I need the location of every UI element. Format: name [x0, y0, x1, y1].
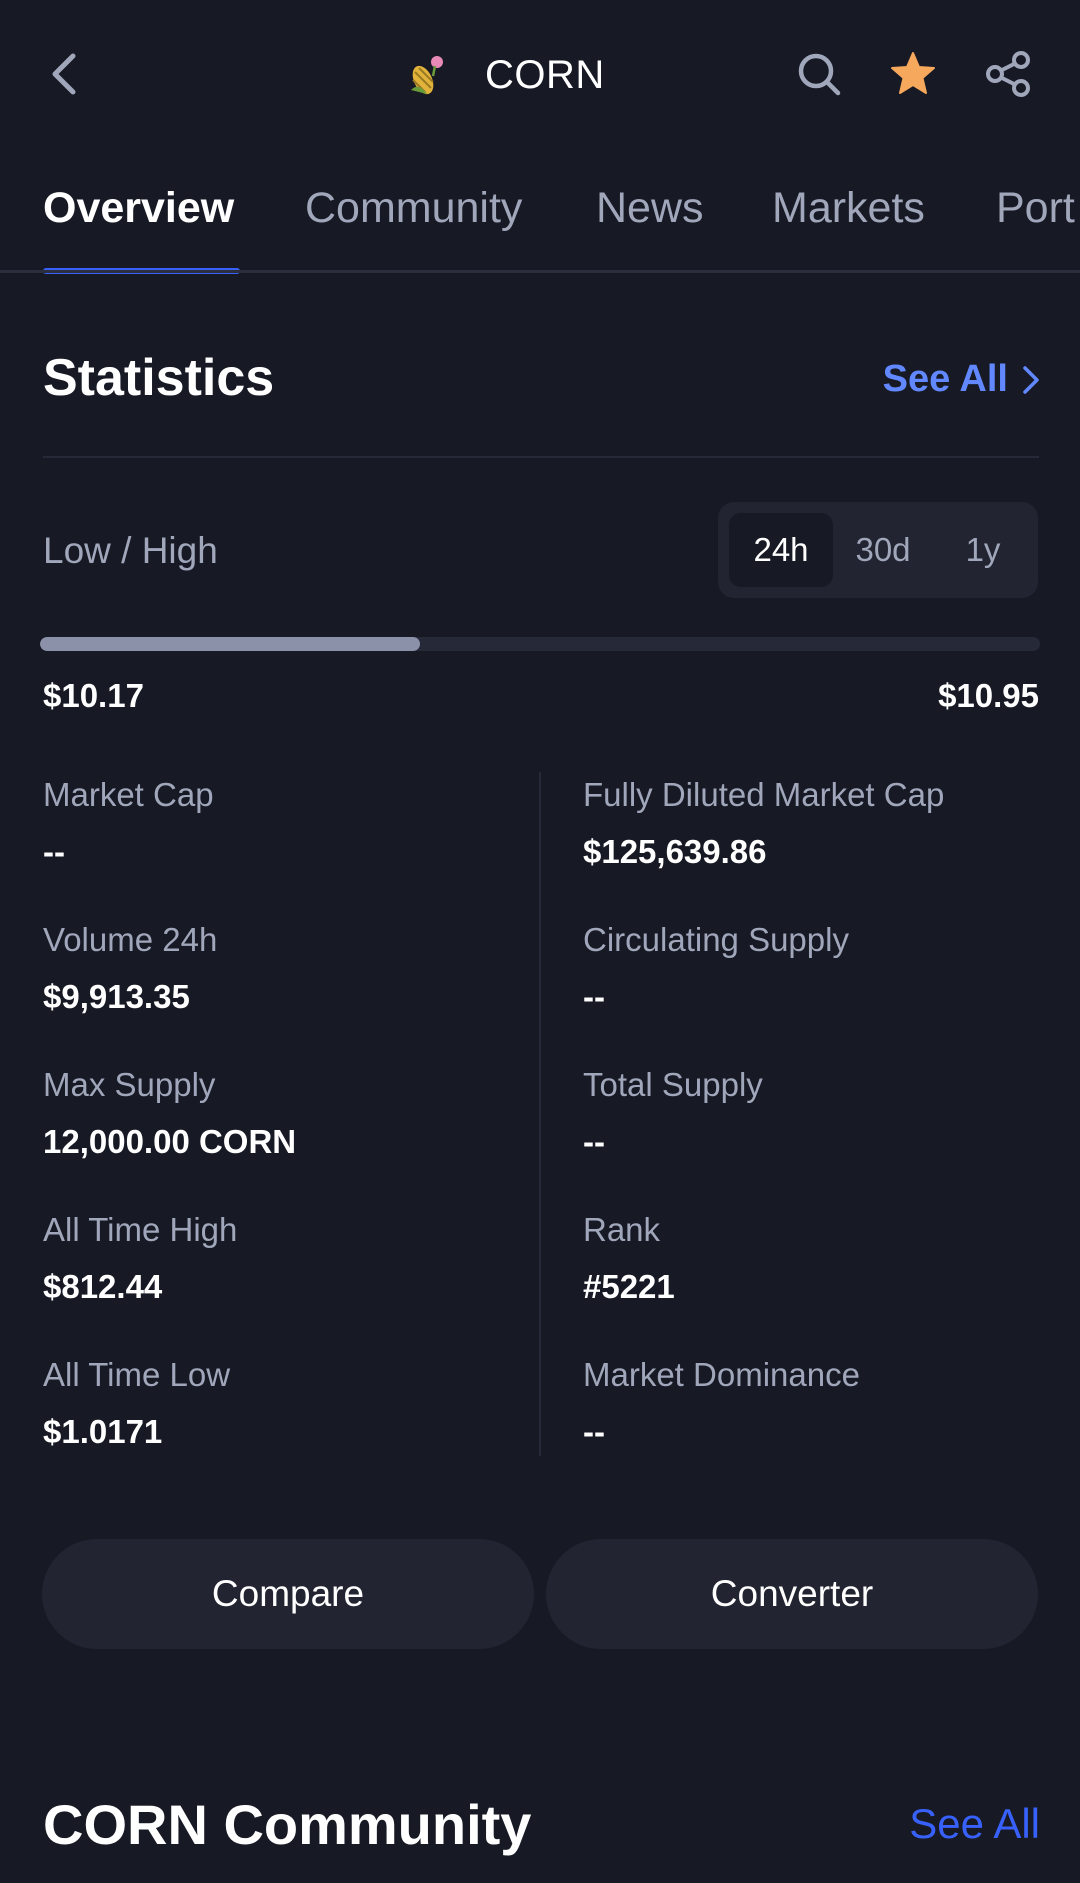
stat-value: $125,639.86 — [583, 833, 767, 870]
share-icon — [986, 51, 1030, 97]
share-button[interactable] — [985, 50, 1033, 98]
stat-total-supply: Total Supply -- — [583, 1065, 1080, 1162]
stat-value: #5221 — [583, 1268, 675, 1305]
corn-logo-icon — [411, 56, 443, 95]
stat-label: All Time Low — [43, 1356, 231, 1393]
stat-all-time-high: All Time High $812.44 — [43, 1210, 543, 1307]
see-all-label: See All — [882, 358, 1008, 400]
low-high-label: Low / High — [43, 530, 218, 571]
column-divider — [539, 772, 541, 1456]
stat-value: $9,913.35 — [43, 978, 190, 1015]
tab-news[interactable]: News — [596, 184, 704, 232]
statistics-heading: Statistics — [43, 349, 275, 407]
stat-market-dominance: Market Dominance -- — [583, 1355, 1080, 1452]
stat-value: 12,000.00 CORN — [43, 1123, 297, 1160]
search-button[interactable] — [795, 50, 843, 98]
community-see-all-link[interactable]: See All — [909, 1800, 1040, 1847]
converter-button[interactable]: Converter — [546, 1539, 1038, 1649]
stat-value: -- — [43, 833, 65, 870]
low-high-progress-fill — [40, 637, 420, 651]
coin-title: CORN — [405, 45, 605, 105]
range-30d-button[interactable]: 30d — [855, 531, 911, 568]
stat-fully-diluted-market-cap: Fully Diluted Market Cap $125,639.86 — [583, 775, 1080, 872]
stat-value: -- — [583, 978, 605, 1015]
stat-all-time-low: All Time Low $1.0171 — [43, 1355, 543, 1452]
statistics-see-all-link[interactable]: See All — [883, 358, 1040, 401]
stat-rank: Rank #5221 — [583, 1210, 1080, 1307]
range-high-value: $10.95 — [938, 677, 1039, 714]
tab-markets[interactable]: Markets — [772, 184, 925, 232]
tab-community[interactable]: Community — [305, 184, 523, 232]
chevron-left-icon — [52, 53, 76, 95]
favorite-button[interactable] — [889, 50, 937, 98]
stat-value: -- — [583, 1413, 605, 1450]
section-divider — [43, 456, 1039, 458]
top-bar: CORN — [0, 0, 1080, 150]
stat-max-supply: Max Supply 12,000.00 CORN — [43, 1065, 543, 1162]
range-low-value: $10.17 — [43, 677, 144, 714]
stat-label: Volume 24h — [43, 921, 218, 958]
stat-value: $1.0171 — [43, 1413, 163, 1450]
tabs-divider — [0, 270, 1080, 273]
stat-label: Market Cap — [43, 776, 214, 813]
tab-overview[interactable]: Overview — [43, 184, 235, 232]
stat-volume-24h: Volume 24h $9,913.35 — [43, 920, 543, 1017]
range-24h-button[interactable]: 24h — [729, 513, 833, 587]
search-icon — [798, 53, 841, 96]
stat-label: Total Supply — [583, 1066, 763, 1103]
stat-label: All Time High — [43, 1211, 238, 1248]
stat-label: Fully Diluted Market Cap — [583, 776, 945, 813]
stat-label: Market Dominance — [583, 1356, 860, 1393]
stat-market-cap: Market Cap -- — [43, 775, 543, 872]
stat-label: Circulating Supply — [583, 921, 849, 958]
stat-value: $812.44 — [43, 1268, 163, 1305]
range-selector: 24h 30d 1y — [718, 502, 1038, 598]
stat-value: -- — [583, 1123, 605, 1160]
tab-portfolio[interactable]: Port — [996, 184, 1075, 232]
community-heading: CORN Community — [43, 1793, 532, 1856]
chevron-right-icon — [1023, 365, 1039, 394]
low-high-progress-bar — [40, 637, 1040, 651]
stat-label: Rank — [583, 1211, 661, 1248]
stat-circulating-supply: Circulating Supply -- — [583, 920, 1080, 1017]
page-title: CORN — [485, 52, 605, 97]
star-icon — [891, 52, 935, 94]
stat-label: Max Supply — [43, 1066, 216, 1103]
back-button[interactable] — [40, 50, 88, 98]
range-1y-button[interactable]: 1y — [965, 531, 1001, 568]
tab-bar: Overview Community News Markets Port — [0, 170, 1080, 274]
compare-button[interactable]: Compare — [42, 1539, 534, 1649]
